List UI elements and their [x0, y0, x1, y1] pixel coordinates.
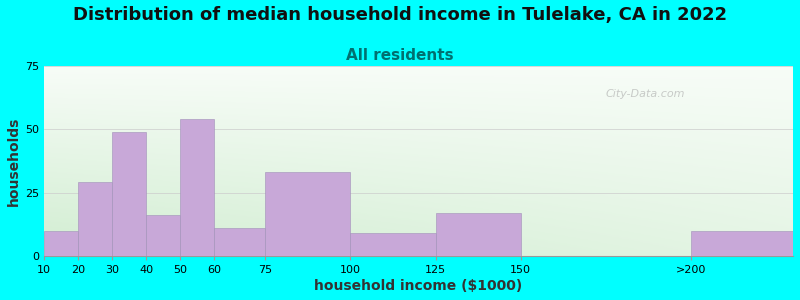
Text: All residents: All residents [346, 48, 454, 63]
X-axis label: household income ($1000): household income ($1000) [314, 279, 522, 293]
Bar [691, 230, 793, 256]
Bar [266, 172, 350, 256]
Bar [112, 132, 146, 256]
Y-axis label: households: households [7, 116, 21, 206]
Bar [180, 119, 214, 256]
Text: City-Data.com: City-Data.com [606, 89, 686, 99]
Bar [44, 230, 78, 256]
Text: Distribution of median household income in Tulelake, CA in 2022: Distribution of median household income … [73, 6, 727, 24]
Bar [78, 182, 112, 256]
Bar [435, 213, 521, 256]
Bar [350, 233, 435, 256]
Bar [146, 215, 180, 256]
Bar [214, 228, 266, 256]
